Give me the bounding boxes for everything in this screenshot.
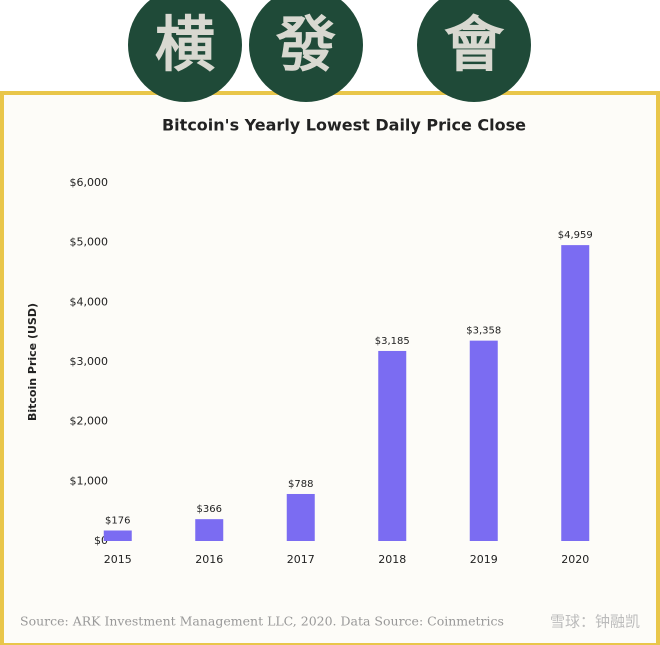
bar	[561, 245, 590, 541]
value-label: $788	[288, 479, 313, 490]
y-tick-label: $2,000	[70, 415, 109, 428]
y-tick-label: $6,000	[70, 176, 109, 189]
bar	[469, 340, 498, 541]
bar	[195, 519, 224, 541]
x-tick-label: 2019	[470, 553, 498, 566]
y-axis-label: Bitcoin Price (USD)	[26, 303, 39, 421]
banner-char: 會	[444, 11, 505, 81]
banner-char: 發	[275, 11, 336, 81]
bar	[103, 530, 132, 541]
watermark: 雪球：钟融凯	[550, 613, 640, 631]
y-tick-label: $3,000	[70, 355, 109, 368]
banner-circle	[128, 0, 242, 102]
bar	[378, 350, 407, 541]
chart-title: Bitcoin's Yearly Lowest Daily Price Clos…	[162, 116, 526, 135]
source-note: Source: ARK Investment Management LLC, 2…	[20, 614, 504, 629]
x-tick-label: 2016	[195, 553, 223, 566]
x-tick-label: 2017	[287, 553, 315, 566]
value-label: $4,959	[558, 230, 593, 241]
y-tick-label: $4,000	[70, 295, 109, 308]
value-label: $3,358	[466, 326, 501, 337]
x-tick-label: 2020	[561, 553, 589, 566]
value-label: $3,185	[375, 336, 410, 347]
value-label: $176	[105, 515, 130, 526]
x-tick-label: 2018	[378, 553, 406, 566]
banner-circle	[249, 0, 363, 102]
x-tick-label: 2015	[104, 553, 132, 566]
y-tick-label: $5,000	[70, 236, 109, 249]
banner-circle	[417, 0, 531, 102]
bar	[286, 493, 315, 541]
y-tick-label: $1,000	[70, 474, 109, 487]
frame	[0, 91, 660, 645]
banner-char: 横	[155, 11, 215, 81]
banner: 横 發 會	[128, 0, 531, 102]
value-label: $366	[197, 504, 222, 515]
